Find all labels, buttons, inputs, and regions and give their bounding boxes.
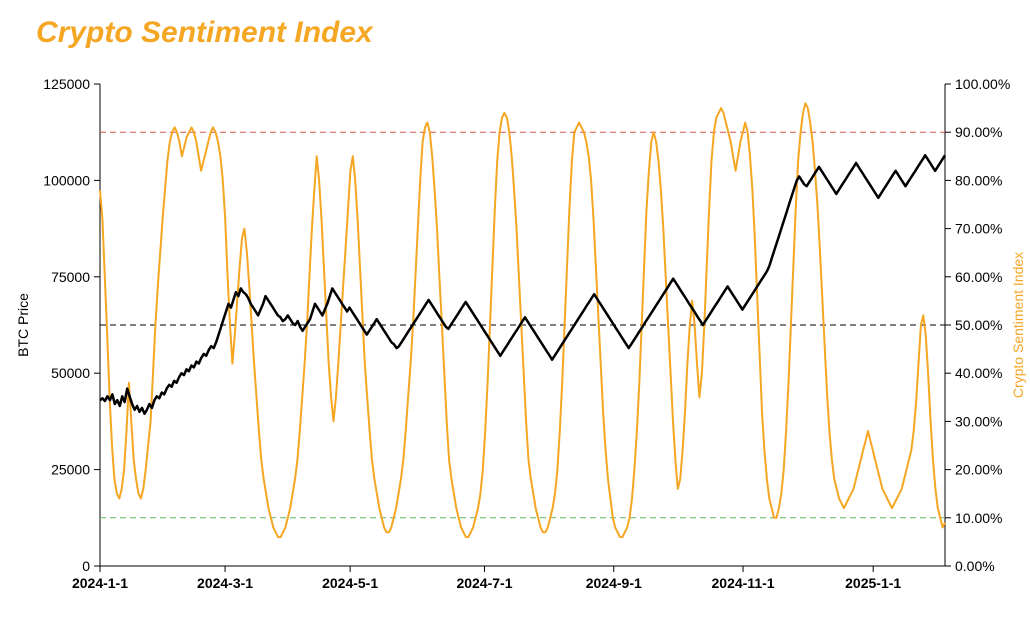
- y-right-tick-label: 0.00%: [955, 558, 995, 574]
- x-tick-label: 2025-1-1: [845, 575, 901, 591]
- y-right-tick-label: 60.00%: [955, 269, 1002, 285]
- x-tick-label: 2024-5-1: [322, 575, 378, 591]
- y-right-tick-label: 50.00%: [955, 317, 1002, 333]
- y-right-tick-label: 80.00%: [955, 172, 1002, 188]
- x-tick-label: 2024-1-1: [72, 575, 128, 591]
- btc-price-line: [100, 155, 945, 413]
- y-right-tick-label: 40.00%: [955, 365, 1002, 381]
- y-left-tick-label: 75000: [51, 269, 90, 285]
- y-right-tick-label: 20.00%: [955, 462, 1002, 478]
- y-left-tick-label: 100000: [43, 172, 90, 188]
- y-right-tick-label: 30.00%: [955, 413, 1002, 429]
- y-right-tick-label: 90.00%: [955, 124, 1002, 140]
- chart-canvas: 0 25000 50000 75000 100000 125000 BTC Price 0.0…: [0, 0, 1030, 639]
- y-right-tick-label: 70.00%: [955, 221, 1002, 237]
- y-left-tick-label: 0: [82, 558, 90, 574]
- y-left-tick-label: 25000: [51, 462, 90, 478]
- x-tick-label: 2024-11-1: [712, 575, 775, 591]
- x-tick-label: 2024-3-1: [197, 575, 253, 591]
- y-right-axis-label: Crypto Sentiment Index: [1010, 252, 1026, 398]
- y-right-tick-label: 10.00%: [955, 510, 1002, 526]
- y-left-tick-label: 125000: [43, 76, 90, 92]
- x-tick-label: 2024-9-1: [586, 575, 642, 591]
- x-tick-label: 2024-7-1: [456, 575, 512, 591]
- y-right-tick-label: 100.00%: [955, 76, 1010, 92]
- y-left-tick-label: 50000: [51, 365, 90, 381]
- y-left-axis-label: BTC Price: [15, 293, 31, 357]
